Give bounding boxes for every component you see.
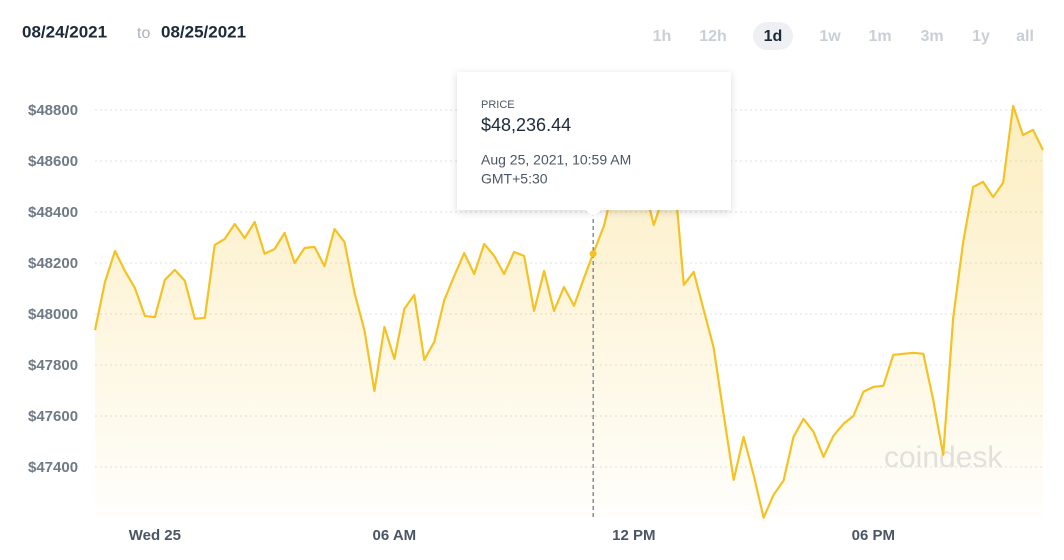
y-tick-label: $47600 bbox=[28, 408, 78, 425]
range-buttons: 1h 12h 1d 1w 1m 3m 1y all bbox=[653, 22, 1034, 50]
tooltip-box bbox=[457, 72, 731, 210]
range-button[interactable]: 1y bbox=[972, 28, 990, 45]
range-button[interactable]: 3m bbox=[920, 28, 943, 45]
y-tick-label: $48200 bbox=[28, 255, 78, 272]
range-button[interactable]: 1h bbox=[653, 28, 672, 45]
date-to: 08/25/2021 bbox=[161, 22, 246, 41]
plot bbox=[93, 104, 1044, 519]
x-tick-label: 12 PM bbox=[612, 527, 655, 544]
y-tick-label: $48800 bbox=[28, 102, 78, 119]
range-button[interactable]: 1m bbox=[868, 28, 891, 45]
tooltip-label: PRICE bbox=[481, 99, 515, 111]
price-line bbox=[93, 104, 1044, 519]
y-tick-label: $48600 bbox=[28, 153, 78, 170]
y-tick-label: $47400 bbox=[28, 459, 78, 476]
range-button[interactable]: all bbox=[1016, 28, 1034, 45]
tooltip: PRICE $48,236.44 Aug 25, 2021, 10:59 AM GMT… bbox=[457, 72, 731, 518]
y-tick-label: $47800 bbox=[28, 357, 78, 374]
x-tick-label: Wed 25 bbox=[129, 527, 181, 544]
area bbox=[95, 105, 1043, 519]
tooltip-price: $48,236.44 bbox=[481, 115, 571, 135]
y-tick-label: $48400 bbox=[28, 204, 78, 221]
hover-point bbox=[589, 250, 597, 258]
tooltip-time: Aug 25, 2021, 10:59 AM bbox=[481, 152, 631, 168]
x-tick-label: 06 AM bbox=[373, 527, 417, 544]
date-from: 08/24/2021 bbox=[22, 22, 107, 41]
tooltip-pointer bbox=[584, 209, 603, 216]
range-button[interactable]: 12h bbox=[699, 28, 727, 45]
tooltip-timezone: GMT+5:30 bbox=[481, 171, 548, 187]
y-tick-label: $48000 bbox=[28, 306, 78, 323]
x-tick-label: 06 PM bbox=[852, 527, 895, 544]
button-highlight bbox=[753, 22, 793, 50]
range-button[interactable]: 1d bbox=[764, 28, 783, 45]
date-separator: to bbox=[137, 25, 150, 42]
range-button[interactable]: 1w bbox=[819, 28, 841, 45]
